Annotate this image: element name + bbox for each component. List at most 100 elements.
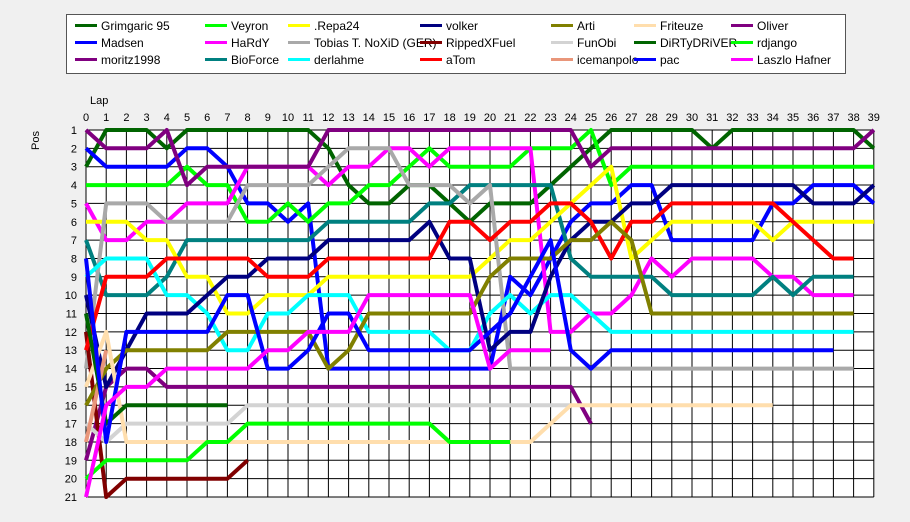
legend-item: Arti (551, 19, 595, 33)
y-tick-label: 8 (71, 253, 77, 265)
y-tick-label: 1 (71, 125, 77, 137)
series-line-5 (84, 183, 854, 298)
legend-swatch (75, 24, 97, 28)
y-tick-label: 17 (65, 419, 77, 431)
legend-item: DiRTyDRiVER (634, 36, 737, 50)
legend-item: moritz1998 (75, 53, 160, 67)
x-tick-label: 24 (565, 112, 577, 124)
legend-label: pac (660, 53, 680, 67)
legend-label: rdjango (757, 36, 798, 50)
x-tick-label: 6 (204, 112, 210, 124)
x-tick-label: 30 (686, 112, 698, 124)
series-line-6 (86, 164, 874, 316)
y-tick-label: 4 (71, 180, 77, 192)
legend-label: Laszlo Hafner (757, 53, 832, 67)
x-tick-label: 33 (746, 112, 758, 124)
legend-item: Grimgaric 95 (75, 19, 170, 33)
legend-label: Veyron (231, 19, 269, 33)
legend-label: FunObi (577, 36, 617, 50)
y-tick-label: 13 (65, 345, 77, 357)
x-tick-label: 9 (265, 112, 271, 124)
legend-item: aTom (420, 53, 475, 67)
legend-item: .Repa24 (288, 19, 359, 33)
legend-swatch (634, 41, 656, 45)
legend-swatch (288, 58, 310, 62)
series-line-11 (84, 201, 854, 351)
series-line-4 (84, 146, 854, 334)
legend-swatch (634, 58, 656, 62)
legend-swatch (551, 24, 573, 28)
x-tick-label: 28 (645, 112, 657, 124)
x-tick-label: 20 (484, 112, 496, 124)
y-tick-label: 3 (71, 162, 77, 174)
legend-label: Madsen (101, 36, 144, 50)
x-tick-label: 27 (625, 112, 637, 124)
y-tick-label: 6 (71, 217, 77, 229)
legend: Grimgaric 95 Madsen moritz1998 Veyron HaRdY B… (66, 14, 846, 74)
legend-label: .Repa24 (314, 19, 360, 33)
x-tick-label: 29 (666, 112, 678, 124)
x-tick-label: 14 (363, 112, 375, 124)
legend-swatch (731, 24, 753, 28)
series-layer (84, 128, 876, 499)
x-tick-label: 13 (342, 112, 354, 124)
legend-swatch (731, 58, 753, 62)
legend-label: Tobias T. NoXiD (GER) (314, 36, 437, 50)
x-tick-label: 37 (827, 112, 839, 124)
x-tick-label: 5 (184, 112, 190, 124)
legend-item: rdjango (731, 36, 797, 50)
legend-item: HaRdY (205, 36, 270, 50)
legend-item: Madsen (75, 36, 144, 50)
x-tick-label: 17 (423, 112, 435, 124)
legend-item: Veyron (205, 19, 268, 33)
x-tick-label: 16 (403, 112, 415, 124)
series-line-3 (86, 128, 874, 224)
x-tick-label: 18 (443, 112, 455, 124)
legend-item: FunObi (551, 36, 616, 50)
legend-label: Friteuze (660, 19, 704, 33)
x-tick-label: 2 (123, 112, 129, 124)
legend-label: BioForce (231, 53, 280, 67)
x-tick-label: 12 (322, 112, 334, 124)
legend-swatch (205, 41, 227, 45)
y-tick-label: 20 (65, 474, 77, 486)
y-tick-label: 19 (65, 455, 77, 467)
legend-swatch (731, 41, 753, 45)
legend-label: DiRTyDRiVER (660, 36, 738, 50)
x-tick-label: 25 (585, 112, 597, 124)
series-line-9 (84, 183, 876, 389)
series-line-1 (84, 146, 876, 371)
x-tick-label: 38 (847, 112, 859, 124)
y-tick-label: 5 (71, 198, 77, 210)
legend-label: icemanpolo (577, 53, 639, 67)
legend-label: HaRdY (231, 36, 270, 50)
series-line-12 (84, 219, 854, 407)
legend-label: Grimgaric 95 (101, 19, 170, 33)
legend-swatch (420, 24, 442, 28)
x-tick-label: 19 (464, 112, 476, 124)
x-tick-label: 22 (524, 112, 536, 124)
x-tick-label: 31 (706, 112, 718, 124)
x-tick-label: 21 (504, 112, 516, 124)
y-tick-label: 21 (65, 492, 77, 504)
x-tick-label: 8 (245, 112, 251, 124)
x-tick-label: 34 (767, 112, 779, 124)
legend-item: Oliver (731, 19, 788, 33)
x-tick-label: 1 (103, 112, 109, 124)
tick-labels: 0 1 2 3 4 5 6 7 8 9 10 11 12 13 14 15 16 17 18 19 20 21 22 23 24… (65, 112, 880, 504)
legend-swatch (205, 24, 227, 28)
legend-item: pac (634, 53, 679, 67)
legend-swatch (420, 58, 442, 62)
x-tick-label: 26 (605, 112, 617, 124)
legend-item: Laszlo Hafner (731, 53, 831, 67)
legend-item: BioForce (205, 53, 279, 67)
x-axis-label: Lap (90, 95, 109, 107)
y-tick-label: 2 (71, 143, 77, 155)
legend-swatch (75, 41, 97, 45)
legend-swatch (551, 41, 573, 45)
x-tick-label: 32 (726, 112, 738, 124)
x-tick-label: 39 (868, 112, 880, 124)
legend-swatch (75, 58, 97, 62)
legend-label: Arti (577, 19, 595, 33)
legend-item: icemanpolo (551, 53, 638, 67)
